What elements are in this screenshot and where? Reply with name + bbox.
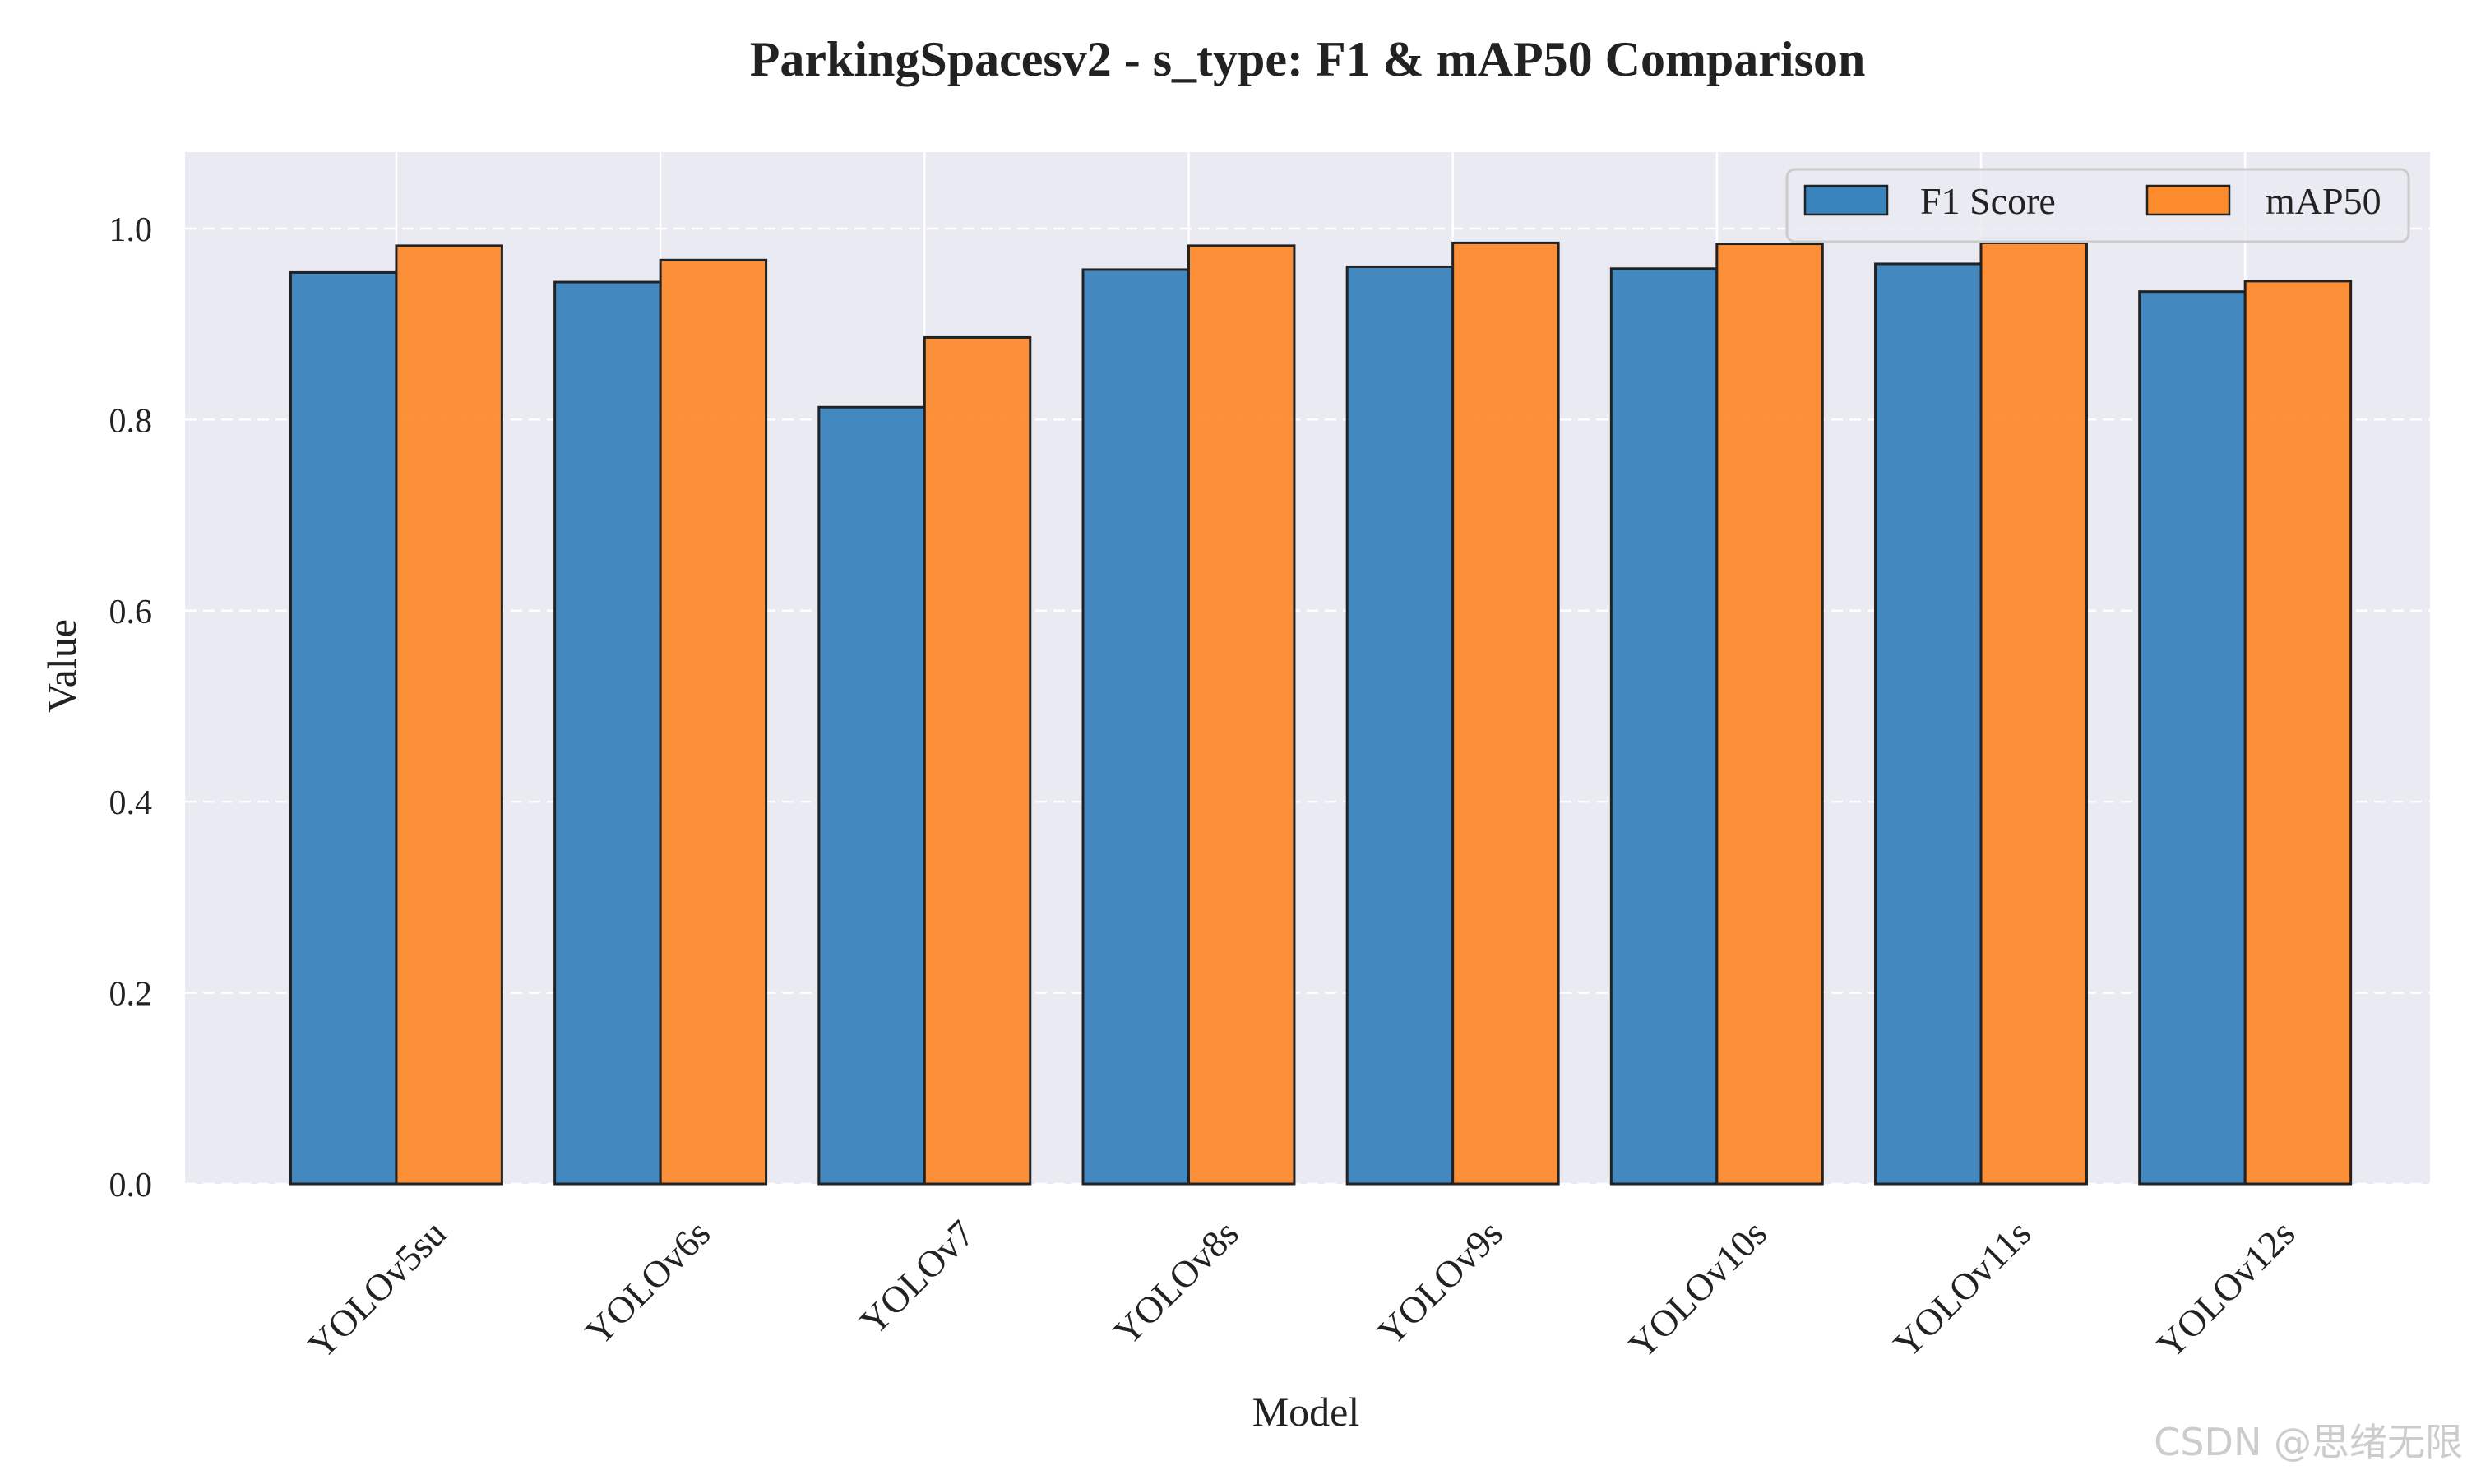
bar-map50-yolov12s	[2243, 280, 2353, 1186]
y-axis-ticks: 0.0 0.2 0.4 0.6 0.8 1.0	[109, 211, 153, 1204]
y-tick-label: 0.6	[109, 594, 153, 631]
bar-f1-score-yolov7	[817, 405, 926, 1186]
bar-map50-yolov6s	[659, 258, 768, 1186]
watermark: CSDN @思绪无限	[2154, 1420, 2463, 1464]
y-tick-label: 0.2	[109, 976, 153, 1014]
legend-label-map50: mAP50	[2266, 180, 2381, 222]
y-tick-label: 0.0	[109, 1167, 153, 1204]
bar-f1-score-yolov10s	[1609, 267, 1719, 1186]
legend-swatch-map50	[2145, 184, 2231, 216]
chart-title: ParkingSpacesv2 - s_type: F1 & mAP50 Com…	[750, 32, 1866, 86]
x-axis-label: Model	[1252, 1389, 1360, 1435]
y-tick-label: 1.0	[109, 211, 153, 249]
bar-map50-yolov9s	[1451, 241, 1560, 1186]
legend: F1 Score mAP50	[1785, 168, 2410, 243]
bar-map50-yolov7	[923, 335, 1032, 1186]
bar-f1-score-yolov5su	[289, 270, 398, 1186]
bar-map50-yolov10s	[1715, 243, 1824, 1186]
legend-label-f1-score: F1 Score	[1920, 180, 2056, 222]
bar-f1-score-yolov12s	[2138, 290, 2247, 1186]
bar-f1-score-yolov9s	[1345, 265, 1455, 1186]
bar-map50-yolov11s	[1979, 241, 2088, 1186]
bar-map50-yolov5su	[395, 244, 503, 1186]
bars	[289, 241, 2353, 1186]
bar-map50-yolov8s	[1187, 244, 1296, 1186]
bar-f1-score-yolov11s	[1874, 262, 1983, 1186]
legend-swatch-f1-score	[1803, 184, 1889, 216]
legend-frame	[1785, 168, 2410, 243]
y-tick-label: 0.8	[109, 402, 153, 440]
bar-f1-score-yolov8s	[1081, 268, 1190, 1186]
y-tick-label: 0.4	[109, 784, 153, 822]
plot-area	[185, 152, 2430, 1184]
bar-f1-score-yolov6s	[553, 280, 662, 1186]
y-axis-label: Value	[39, 619, 85, 713]
